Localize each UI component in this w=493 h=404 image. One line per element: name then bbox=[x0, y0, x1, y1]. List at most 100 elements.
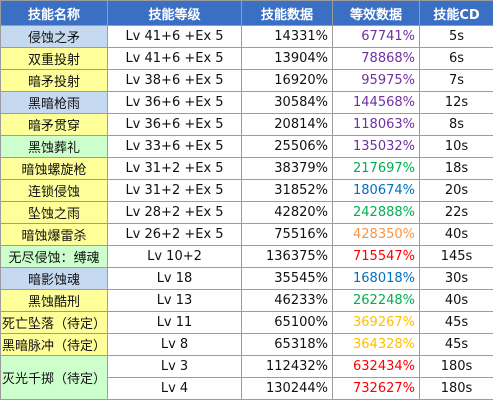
table-row: 暗矛贯穿 Lv 36+6 +Ex 5 20814% 118063% 8s bbox=[0, 113, 493, 136]
skill-name-cell: 暗矛贯穿 bbox=[0, 113, 108, 136]
skill-name-cell: 无尽侵蚀：缚魂 bbox=[0, 245, 108, 268]
header-skill-level: 技能等级 bbox=[107, 0, 242, 26]
skill-level-cell: Lv 31+2 +Ex 5 bbox=[107, 179, 242, 202]
skill-level-cell: Lv 38+6 +Ex 5 bbox=[107, 69, 242, 92]
equivalent-data-cell: 135032% bbox=[332, 135, 420, 158]
skill-data-cell: 20814% bbox=[241, 113, 333, 136]
skill-level-cell: Lv 33+6 +Ex 5 bbox=[107, 135, 242, 158]
equivalent-data-cell: 364328% bbox=[332, 333, 420, 356]
skill-level-cell: Lv 3 bbox=[107, 355, 242, 378]
skill-data-cell: 136375% bbox=[241, 245, 333, 268]
skill-cd-cell: 180s bbox=[419, 377, 493, 400]
skill-cd-cell: 45s bbox=[419, 311, 493, 334]
table-row: 暗矛投射 Lv 38+6 +Ex 5 16920% 95975% 7s bbox=[0, 69, 493, 92]
skill-name-cell: 死亡坠落（待定） bbox=[0, 311, 108, 334]
table-row: 灭光千掷（待定） Lv 3 112432% 632434% 180s bbox=[0, 355, 493, 400]
skill-cd-cell: 40s bbox=[419, 223, 493, 246]
skill-level-cell: Lv 28+2 +Ex 5 bbox=[107, 201, 242, 224]
table-row: 死亡坠落（待定） Lv 11 65100% 369267% 45s bbox=[0, 311, 493, 334]
equivalent-data-cell: 217697% bbox=[332, 157, 420, 180]
skill-cd-cell: 18s bbox=[419, 157, 493, 180]
skill-cd-cell: 8s bbox=[419, 113, 493, 136]
skill-data-cell: 35545% bbox=[241, 267, 333, 290]
skill-name-cell: 黑蚀酷刑 bbox=[0, 289, 108, 312]
table-row: 黑暗枪雨 Lv 36+6 +Ex 5 30584% 144568% 12s bbox=[0, 91, 493, 114]
equivalent-data-cell: 632434% bbox=[332, 355, 420, 378]
table-row: 暗影蚀魂 Lv 18 35545% 168018% 30s bbox=[0, 267, 493, 290]
skill-data-cell: 46233% bbox=[241, 289, 333, 312]
equivalent-data-cell: 715547% bbox=[332, 245, 420, 268]
table-row: 双重投射 Lv 41+6 +Ex 5 13904% 78868% 6s bbox=[0, 47, 493, 70]
equivalent-data-cell: 262248% bbox=[332, 289, 420, 312]
skill-cd-cell: 145s bbox=[419, 245, 493, 268]
skill-cd-cell: 10s bbox=[419, 135, 493, 158]
table-row: 黑蚀葬礼 Lv 33+6 +Ex 5 25506% 135032% 10s bbox=[0, 135, 493, 158]
skill-name-cell: 双重投射 bbox=[0, 47, 108, 70]
skill-cd-cell: 40s bbox=[419, 289, 493, 312]
skill-level-cell: Lv 36+6 +Ex 5 bbox=[107, 91, 242, 114]
equivalent-data-cell: 732627% bbox=[332, 377, 420, 400]
skill-data-cell: 130244% bbox=[241, 377, 333, 400]
table-row: 无尽侵蚀：缚魂 Lv 10+2 136375% 715547% 145s bbox=[0, 245, 493, 268]
skill-data-cell: 38379% bbox=[241, 157, 333, 180]
table-row: 黑蚀酷刑 Lv 13 46233% 262248% 40s bbox=[0, 289, 493, 312]
skill-name-cell: 黑蚀葬礼 bbox=[0, 135, 108, 158]
table-row: 连锁侵蚀 Lv 31+2 +Ex 5 31852% 180674% 20s bbox=[0, 179, 493, 202]
header-skill-cd: 技能CD bbox=[419, 0, 493, 26]
equivalent-data-cell: 67741% bbox=[332, 25, 420, 48]
skill-level-cell: Lv 26+2 +Ex 5 bbox=[107, 223, 242, 246]
equivalent-data-cell: 78868% bbox=[332, 47, 420, 70]
skill-name-cell: 暗影蚀魂 bbox=[0, 267, 108, 290]
skill-name-cell: 坠蚀之雨 bbox=[0, 201, 108, 224]
skill-name-cell: 灭光千掷（待定） bbox=[0, 355, 108, 400]
equivalent-data-cell: 242888% bbox=[332, 201, 420, 224]
skill-data-cell: 31852% bbox=[241, 179, 333, 202]
skill-level-cell: Lv 8 bbox=[107, 333, 242, 356]
skill-cd-cell: 5s bbox=[419, 25, 493, 48]
skill-data-cell: 30584% bbox=[241, 91, 333, 114]
skill-cd-cell: 30s bbox=[419, 267, 493, 290]
header-skill-name: 技能名称 bbox=[0, 0, 108, 26]
skill-data-cell: 65100% bbox=[241, 311, 333, 334]
skill-cd-cell: 45s bbox=[419, 333, 493, 356]
table-row: 暗蚀螺旋枪 Lv 31+2 +Ex 5 38379% 217697% 18s bbox=[0, 157, 493, 180]
table-row: 黑暗脉冲（待定） Lv 8 65318% 364328% 45s bbox=[0, 333, 493, 356]
skill-level-cell: Lv 18 bbox=[107, 267, 242, 290]
skill-level-cell: Lv 4 bbox=[107, 377, 242, 400]
skill-name-cell: 连锁侵蚀 bbox=[0, 179, 108, 202]
skill-data-cell: 65318% bbox=[241, 333, 333, 356]
equivalent-data-cell: 118063% bbox=[332, 113, 420, 136]
skill-cd-cell: 22s bbox=[419, 201, 493, 224]
equivalent-data-cell: 95975% bbox=[332, 69, 420, 92]
skill-name-cell: 暗矛投射 bbox=[0, 69, 108, 92]
skill-cd-cell: 180s bbox=[419, 355, 493, 378]
table-row: 侵蚀之矛 Lv 41+6 +Ex 5 14331% 67741% 5s bbox=[0, 25, 493, 48]
skill-data-cell: 14331% bbox=[241, 25, 333, 48]
table-body: 侵蚀之矛 Lv 41+6 +Ex 5 14331% 67741% 5s 双重投射 Lv 41… bbox=[0, 25, 493, 400]
skill-name-cell: 黑暗枪雨 bbox=[0, 91, 108, 114]
equivalent-data-cell: 369267% bbox=[332, 311, 420, 334]
skill-level-cell: Lv 11 bbox=[107, 311, 242, 334]
skill-name-cell: 侵蚀之矛 bbox=[0, 25, 108, 48]
equivalent-data-cell: 180674% bbox=[332, 179, 420, 202]
skill-data-cell: 75516% bbox=[241, 223, 333, 246]
skill-data-cell: 112432% bbox=[241, 355, 333, 378]
table-row: 坠蚀之雨 Lv 28+2 +Ex 5 42820% 242888% 22s bbox=[0, 201, 493, 224]
skill-level-cell: Lv 10+2 bbox=[107, 245, 242, 268]
equivalent-data-cell: 144568% bbox=[332, 91, 420, 114]
skill-name-cell: 暗蚀爆雷杀 bbox=[0, 223, 108, 246]
skill-name-cell: 暗蚀螺旋枪 bbox=[0, 157, 108, 180]
skill-name-cell: 黑暗脉冲（待定） bbox=[0, 333, 108, 356]
skill-level-cell: Lv 31+2 +Ex 5 bbox=[107, 157, 242, 180]
header-skill-data: 技能数据 bbox=[241, 0, 333, 26]
skill-data-cell: 16920% bbox=[241, 69, 333, 92]
table-row: Lv 4 130244% 732627% 180s bbox=[1, 377, 493, 400]
skill-cd-cell: 12s bbox=[419, 91, 493, 114]
skill-cd-cell: 20s bbox=[419, 179, 493, 202]
skill-level-cell: Lv 41+6 +Ex 5 bbox=[107, 25, 242, 48]
equivalent-data-cell: 428350% bbox=[332, 223, 420, 246]
table-row: 暗蚀爆雷杀 Lv 26+2 +Ex 5 75516% 428350% 40s bbox=[0, 223, 493, 246]
skill-level-cell: Lv 13 bbox=[107, 289, 242, 312]
skill-cd-cell: 7s bbox=[419, 69, 493, 92]
header-equivalent-data: 等效数据 bbox=[332, 0, 420, 26]
